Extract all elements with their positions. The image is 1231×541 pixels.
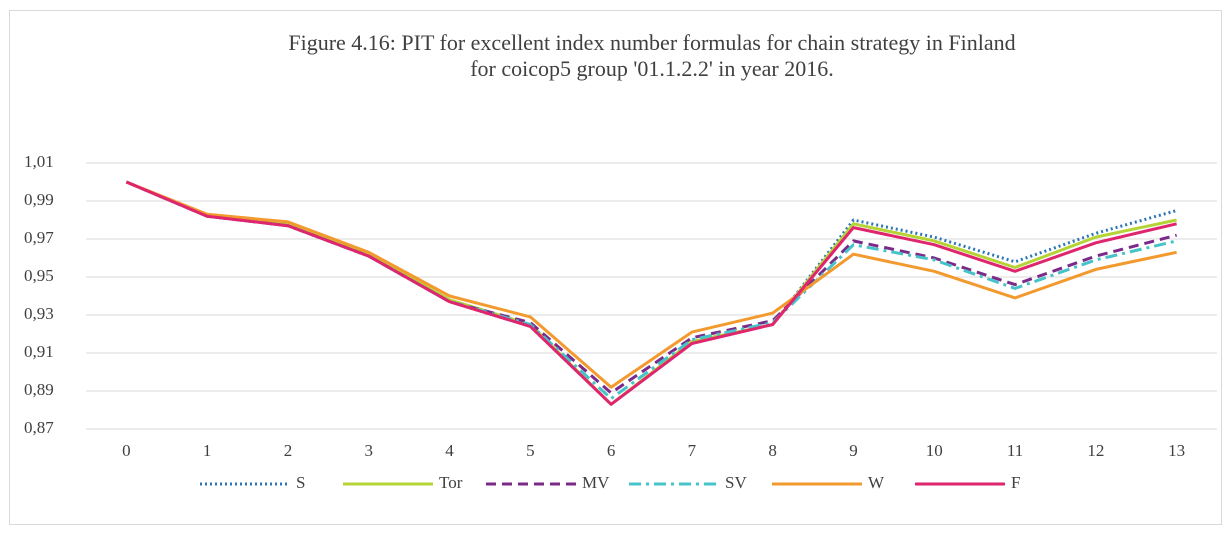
x-tick-label: 6 — [607, 441, 616, 460]
x-tick-label: 9 — [849, 441, 858, 460]
series-line — [125, 180, 1177, 389]
legend-label: Tor — [439, 473, 463, 492]
y-tick-label: 0,95 — [24, 266, 54, 285]
x-tick-label: 2 — [284, 441, 293, 460]
y-tick-label: 0,87 — [24, 418, 54, 437]
y-tick-label: 0,93 — [24, 304, 54, 323]
y-tick-label: 0,89 — [24, 380, 54, 399]
x-tick-label: 11 — [1007, 441, 1023, 460]
y-tick-label: 1,01 — [24, 152, 54, 171]
legend-label: F — [1011, 473, 1020, 492]
legend-label: S — [296, 473, 305, 492]
x-tick-label: 12 — [1087, 441, 1104, 460]
legend-label: MV — [582, 473, 610, 492]
legend-label: W — [868, 473, 885, 492]
chart-title: for coicop5 group '01.1.2.2' in year 201… — [470, 56, 834, 81]
x-tick-label: 7 — [688, 441, 697, 460]
x-tick-label: 5 — [526, 441, 535, 460]
series-line — [125, 180, 1177, 406]
x-tick-label: 4 — [445, 441, 454, 460]
x-tick-label: 3 — [365, 441, 374, 460]
y-tick-label: 0,91 — [24, 342, 54, 361]
x-tick-label: 8 — [768, 441, 777, 460]
x-tick-label: 13 — [1168, 441, 1185, 460]
x-tick-label: 0 — [122, 441, 131, 460]
chart-title: Figure 4.16: PIT for excellent index num… — [288, 30, 1015, 55]
x-tick-label: 10 — [926, 441, 943, 460]
y-tick-label: 0,99 — [24, 190, 54, 209]
chart-frame — [9, 10, 1222, 525]
legend-label: SV — [725, 473, 747, 492]
y-tick-label: 0,97 — [24, 228, 54, 247]
x-tick-label: 1 — [203, 441, 212, 460]
